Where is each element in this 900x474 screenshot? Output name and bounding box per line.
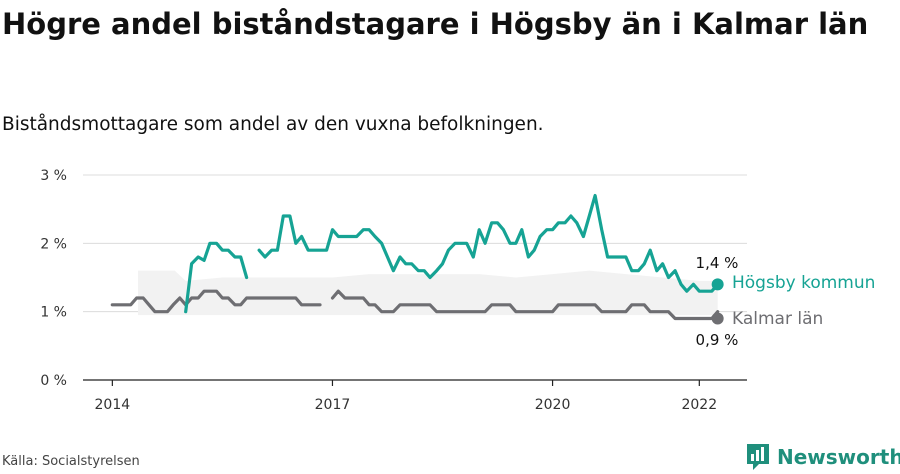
x-tick-label: 2020	[535, 397, 571, 413]
hogsby-series-label: Högsby kommun	[732, 273, 875, 293]
brand-logo: Newsworthy	[745, 441, 900, 473]
chart-subtitle: Biståndsmottagare som andel av den vuxna…	[2, 114, 544, 135]
kalmar-end-value: 0,9 %	[696, 331, 739, 349]
hogsby-line	[257, 193, 720, 293]
x-tick-label: 2022	[681, 397, 717, 413]
y-tick-label: 1 %	[40, 305, 67, 321]
x-tick-label: 2017	[315, 397, 351, 413]
hogsby-line	[184, 241, 249, 314]
hogsby-end-point	[711, 278, 724, 291]
y-tick-label: 2 %	[40, 236, 67, 252]
y-tick-label: 0 %	[40, 373, 67, 389]
kalmar-series-label: Kalmar län	[732, 309, 823, 329]
source-note: Källa: Socialstyrelsen	[2, 454, 140, 469]
x-tick-label: 2014	[95, 397, 131, 413]
newsworthy-logo-icon	[747, 444, 769, 470]
kalmar-line	[110, 289, 322, 314]
kalmar-end-point	[711, 312, 724, 325]
chart-title: Högre andel biståndstagare i Högsby än i…	[2, 7, 869, 41]
kalmar-line	[330, 289, 720, 321]
y-tick-label: 3 %	[40, 168, 67, 184]
hogsby-end-value: 1,4 %	[696, 254, 739, 272]
brand-name: Newsworthy	[777, 445, 900, 469]
